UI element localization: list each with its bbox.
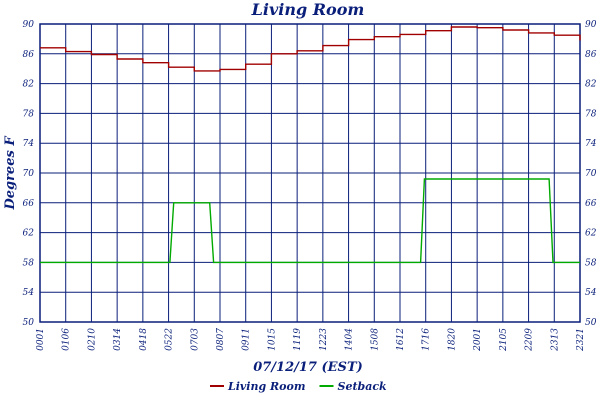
x-tick-label: 0703 [190,328,200,351]
x-axis: 0001 0106 0210 0314 0418 0522 0703 0807 0911 1015… [36,328,586,352]
y-tick-label-left: 78 [23,109,35,119]
y-tick-label-left: 54 [23,288,35,298]
y-tick-label-right: 54 [585,288,597,298]
x-tick-label: 2209 [525,328,535,352]
x-tick-label: 1716 [422,328,432,351]
y-tick-label-left: 86 [23,50,35,60]
x-tick-label: 1820 [447,328,457,351]
series-line-1 [40,26,581,72]
legend-label: Living Room [227,380,305,393]
y-tick-label-right: 86 [585,50,597,60]
x-tick-label: 2105 [499,328,509,352]
x-tick-label: 0911 [242,328,252,351]
y-tick-label-left: 90 [23,20,35,30]
x-tick-label: 1119 [293,328,303,351]
y-tick-label-left: 70 [23,169,35,179]
legend: Living Room Setback [210,380,387,393]
x-tick-label: 0106 [62,328,72,351]
y-tick-label-left: 74 [23,139,35,149]
y-tick-label-left: 82 [23,80,35,90]
x-tick-label: 1404 [345,328,355,351]
x-tick-label: 1223 [319,328,329,351]
x-tick-label: 2313 [550,328,560,352]
y-tick-label-left: 50 [23,318,35,328]
x-tick-label: 2001 [473,328,483,352]
y-axis-label: Degrees F [3,136,18,211]
legend-label: Setback [338,380,388,393]
x-tick-label: 0210 [87,328,97,351]
y-tick-label-left: 66 [23,199,35,209]
x-tick-label: 2321 [576,328,586,352]
x-tick-label: 0418 [139,328,149,351]
chart-title: Living Room [251,0,365,19]
series-line-2 [40,178,580,264]
y-tick-label-right: 78 [585,109,597,119]
y-axis-left: 50 54 58 62 66 70 74 78 82 86 90 [23,20,35,328]
y-tick-label-left: 58 [23,258,35,268]
x-tick-label: 1508 [370,328,380,351]
y-tick-label-right: 74 [585,139,597,149]
series-layer [40,26,581,264]
x-axis-label: 07/12/17 (EST) [253,360,363,375]
y-tick-label-right: 66 [585,199,597,209]
y-tick-label-right: 58 [585,258,597,268]
y-tick-label-right: 62 [585,229,597,239]
y-tick-label-left: 62 [23,229,35,239]
x-tick-label: 0001 [36,328,46,351]
x-tick-label: 1612 [396,328,406,351]
y-tick-label-right: 50 [585,318,597,328]
x-tick-label: 1015 [267,328,277,351]
y-tick-label-right: 90 [585,20,597,30]
y-tick-label-right: 82 [585,80,597,90]
y-tick-label-right: 70 [585,169,597,179]
x-tick-label: 0807 [216,328,226,351]
x-tick-label: 0314 [113,328,123,351]
grid-lines [39,23,581,323]
x-tick-label: 0522 [165,328,175,351]
y-axis-right: 50 54 58 62 66 70 74 78 82 86 90 [585,20,597,328]
